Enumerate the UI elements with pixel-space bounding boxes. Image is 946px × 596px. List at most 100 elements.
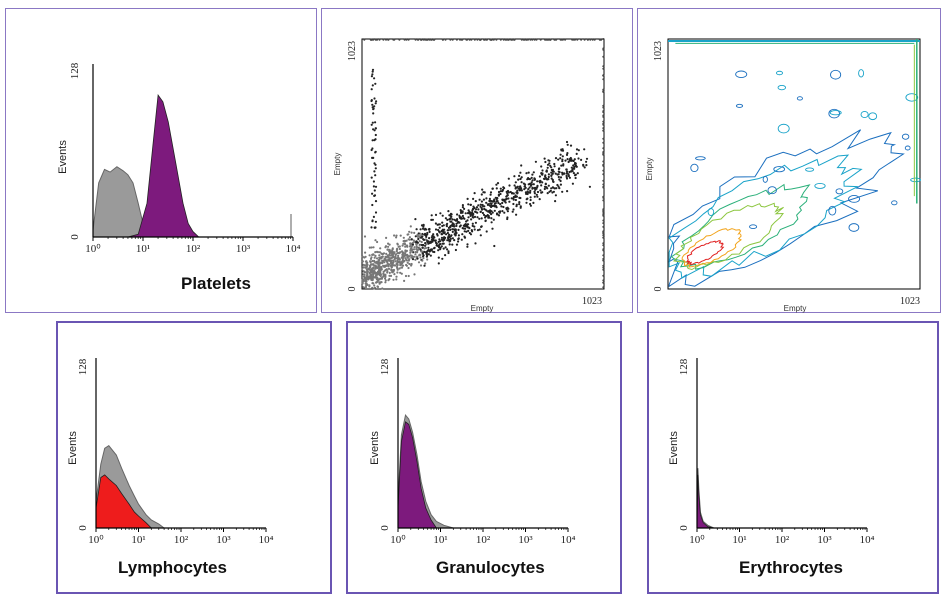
data-point — [602, 281, 605, 284]
data-point — [378, 281, 381, 284]
data-point — [380, 256, 383, 259]
data-point — [372, 156, 375, 159]
data-point — [402, 236, 405, 239]
data-point — [388, 253, 391, 256]
data-point — [543, 157, 546, 160]
data-point — [441, 214, 444, 217]
data-point — [555, 187, 558, 190]
x-max-label: 1023 — [900, 296, 920, 307]
data-point — [602, 266, 605, 269]
data-point — [371, 68, 375, 71]
data-point — [395, 234, 398, 237]
x-tick-label: 10³ — [817, 534, 832, 546]
data-point — [536, 195, 539, 198]
data-point — [479, 234, 482, 237]
data-point — [374, 167, 377, 170]
data-point — [495, 38, 498, 41]
data-point — [362, 263, 365, 266]
data-point — [451, 230, 454, 233]
platelets-panel: Events 128 0 10⁰ 10¹ 10² 10³ 10⁴ Platelets — [5, 8, 317, 313]
data-point — [447, 210, 450, 213]
data-point — [602, 123, 605, 126]
data-point — [396, 267, 399, 270]
data-point — [571, 38, 574, 41]
data-point — [602, 183, 605, 186]
data-point — [389, 274, 393, 277]
data-point — [374, 251, 377, 254]
data-point — [492, 199, 495, 202]
data-point — [374, 254, 377, 257]
data-point — [487, 210, 490, 213]
data-point — [422, 225, 425, 228]
data-point — [383, 269, 386, 272]
data-point — [400, 262, 403, 265]
data-point — [372, 215, 375, 218]
data-point — [401, 244, 404, 247]
contour-island — [905, 93, 919, 102]
data-point — [401, 259, 404, 262]
data-point — [424, 38, 427, 41]
data-point — [429, 240, 432, 243]
data-point — [567, 174, 570, 178]
data-point — [428, 230, 431, 233]
panel-title: Granulocytes — [436, 558, 545, 577]
data-point — [468, 38, 471, 41]
data-point — [366, 277, 369, 281]
data-point — [529, 189, 532, 192]
data-point — [413, 231, 416, 234]
data-point — [425, 255, 428, 258]
data-point — [473, 215, 477, 218]
contour-island — [848, 223, 860, 232]
y-min-label: 0 — [379, 525, 391, 531]
data-point — [602, 78, 605, 81]
data-point — [387, 38, 390, 41]
data-point — [517, 178, 520, 181]
contour-island — [828, 205, 837, 216]
data-point — [422, 238, 425, 241]
contour-line — [681, 228, 742, 268]
data-point — [386, 248, 389, 251]
data-point — [366, 274, 369, 277]
data-point — [381, 287, 384, 290]
data-point — [566, 190, 569, 193]
data-point — [483, 38, 486, 41]
data-point — [482, 213, 486, 216]
data-point — [434, 213, 438, 216]
data-point — [464, 223, 467, 226]
data-point — [401, 264, 405, 267]
granulocytes-panel: Events 128 0 10⁰ 10¹ 10² 10³ 10⁴ Granulocyte… — [346, 321, 622, 594]
data-point — [457, 220, 460, 224]
data-point — [559, 179, 562, 183]
data-point — [540, 173, 543, 176]
data-point — [391, 248, 394, 251]
data-point — [372, 185, 375, 188]
data-point — [371, 286, 374, 289]
data-point — [405, 264, 408, 267]
data-point — [382, 272, 385, 275]
data-point — [543, 187, 546, 191]
data-point — [559, 153, 562, 156]
data-point — [602, 48, 605, 51]
data-point — [389, 262, 393, 265]
data-point — [463, 236, 467, 239]
data-point — [452, 223, 455, 226]
data-point — [543, 185, 547, 188]
data-point — [455, 231, 458, 235]
data-point — [446, 239, 449, 242]
data-point — [423, 250, 426, 253]
data-point — [460, 210, 463, 213]
data-point — [576, 172, 579, 175]
data-point — [488, 211, 492, 214]
plot-frame — [361, 38, 605, 290]
data-point — [545, 170, 548, 173]
data-point — [566, 152, 569, 155]
data-point — [482, 198, 485, 201]
data-point — [541, 191, 544, 194]
data-point — [559, 38, 562, 41]
data-point — [573, 161, 577, 165]
data-point — [398, 247, 401, 251]
data-point — [445, 225, 448, 228]
data-point — [530, 176, 533, 179]
contour-island — [828, 108, 840, 119]
data-point — [461, 233, 464, 236]
